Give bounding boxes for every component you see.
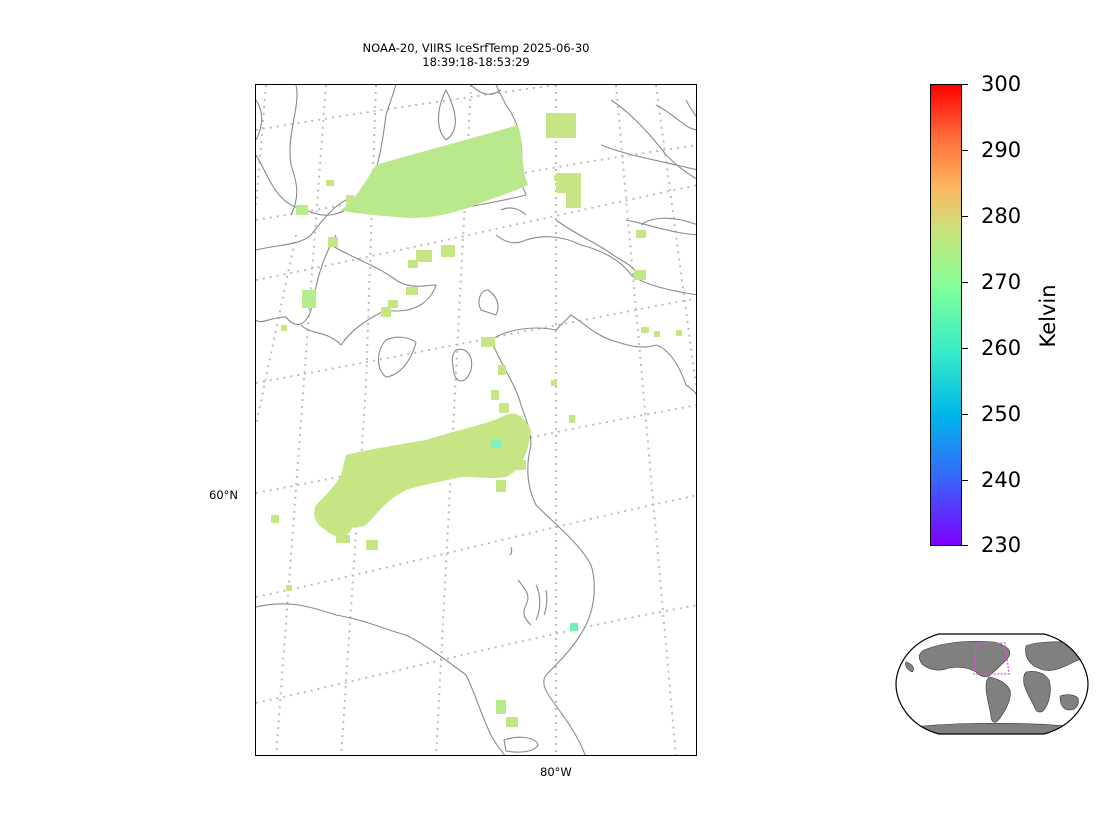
world-overview-inset bbox=[894, 632, 1090, 740]
overview-globe-outline bbox=[895, 633, 1089, 735]
overview-region-box bbox=[973, 642, 1010, 675]
colorbar-tick bbox=[962, 282, 968, 283]
map-title-line1: NOAA-20, VIIRS IceSrfTemp 2025-06-30 bbox=[362, 41, 590, 55]
map-title: NOAA-20, VIIRS IceSrfTemp 2025-06-30 18:… bbox=[255, 41, 697, 69]
colorbar-tick-label: 280 bbox=[981, 204, 1022, 228]
colorbar-tick bbox=[962, 150, 968, 151]
map-panel bbox=[255, 84, 697, 756]
colorbar-tick-label: 260 bbox=[981, 336, 1022, 360]
colorbar-tick bbox=[962, 84, 968, 85]
colorbar-tick bbox=[962, 414, 968, 415]
colorbar-tick-label: 240 bbox=[981, 468, 1022, 492]
map-title-line2: 18:39:18-18:53:29 bbox=[422, 55, 530, 69]
longitude-label: 80°W bbox=[540, 765, 572, 779]
colorbar-tick bbox=[962, 480, 968, 481]
colorbar-tick-label: 300 bbox=[981, 72, 1022, 96]
coastlines bbox=[256, 85, 696, 755]
colorbar-tick bbox=[962, 216, 968, 217]
map-canvas bbox=[256, 85, 696, 755]
overview-land bbox=[905, 640, 1084, 734]
latitude-label: 60°N bbox=[209, 488, 238, 502]
colorbar-title: Kelvin bbox=[1036, 284, 1060, 348]
colorbar-tick bbox=[962, 348, 968, 349]
colorbar-tick-label: 230 bbox=[981, 533, 1022, 557]
colorbar bbox=[930, 84, 962, 546]
ice-temperature-data bbox=[271, 113, 682, 727]
colorbar-tick bbox=[962, 545, 968, 546]
colorbar-tick-label: 270 bbox=[981, 270, 1022, 294]
colorbar-tick-label: 250 bbox=[981, 402, 1022, 426]
colorbar-tick-label: 290 bbox=[981, 138, 1022, 162]
